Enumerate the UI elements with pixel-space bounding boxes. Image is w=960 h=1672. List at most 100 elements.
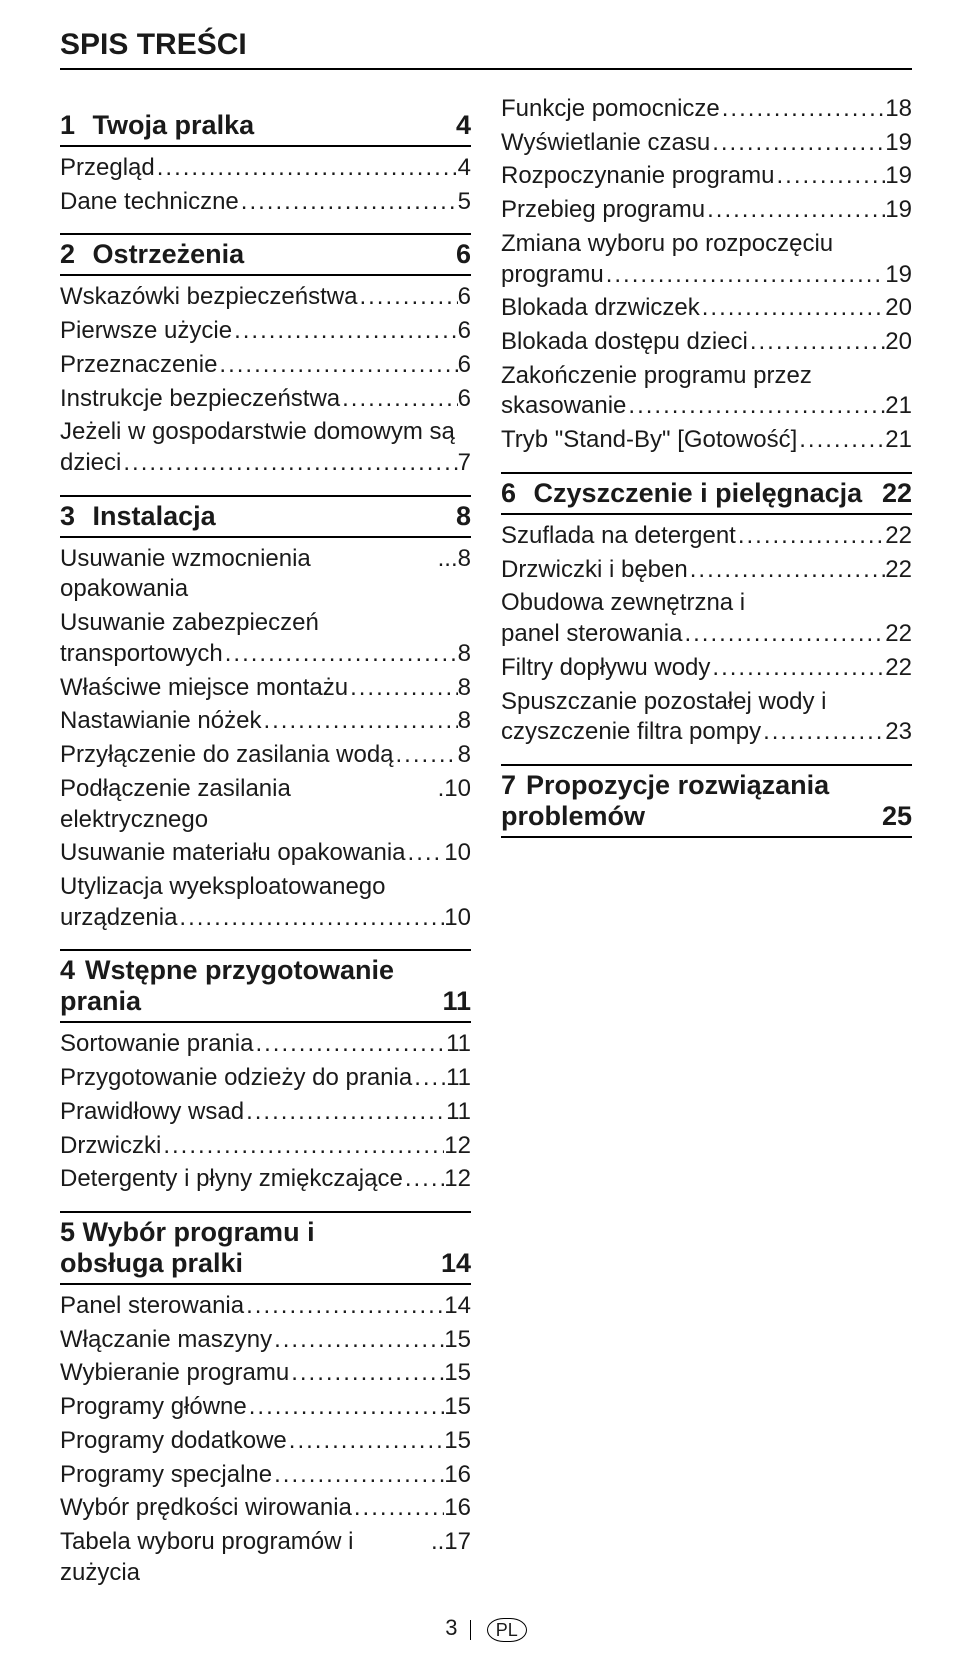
section-5-title: Wybór programu i obsługa pralki <box>60 1217 315 1278</box>
leader-dots: ........................................… <box>272 1460 444 1491</box>
toc-entry-label: Dane techniczne <box>60 187 239 218</box>
toc-entry-page: 8 <box>458 673 471 704</box>
toc-entry: Funkcje pomocnicze......................… <box>501 94 912 125</box>
section-1-number: 1 <box>60 110 75 140</box>
toc-entry-page: 20 <box>885 293 912 324</box>
toc-entry-label: Spuszczanie pozostałej wody i <box>501 687 912 718</box>
toc-entry-label: Instrukcje bezpieczeństwa <box>60 384 340 415</box>
leader-dots: ........................................… <box>394 740 458 771</box>
toc-entry-page: 8 <box>458 740 471 771</box>
section-heading-2: 2 Ostrzeżenia 6 <box>60 233 471 276</box>
toc-entry-page: 22 <box>885 619 912 650</box>
toc-entry-label: Programy specjalne <box>60 1460 272 1491</box>
toc-entry: Prawidłowy wsad.........................… <box>60 1097 471 1128</box>
section-4-title: Wstępne przygotowanie prania <box>60 955 394 1016</box>
section-heading-6: 6 Czyszczenie i pielęgnacja 22 <box>501 472 912 515</box>
toc-entry-label: Wyświetlanie czasu <box>501 128 710 159</box>
section-3-title: Instalacja <box>93 501 216 531</box>
leader-dots: ........................................… <box>239 187 458 218</box>
toc-entry-page: 8 <box>458 706 471 737</box>
leader-dots: ........................................… <box>177 903 444 934</box>
toc-entry: Szuflada na detergent...................… <box>501 521 912 552</box>
leader-dots: ........................................… <box>748 327 885 358</box>
leader-dots: ........................................… <box>406 838 445 869</box>
section-4-number: 4 <box>60 955 75 985</box>
toc-entry-label: dzieci <box>60 448 121 479</box>
toc-entry: Drzwiczki...............................… <box>60 1131 471 1162</box>
toc-entry-page: 8 <box>458 639 471 670</box>
leader-dots: ........................................… <box>244 1291 444 1322</box>
toc-entry-page: 19 <box>885 128 912 159</box>
toc-entry-label: czyszczenie filtra pompy <box>501 717 761 748</box>
toc-entry-page: 21 <box>885 425 912 456</box>
toc-entry-label: Tryb "Stand-By" [Gotowość] <box>501 425 797 456</box>
section-3-number: 3 <box>60 501 75 531</box>
toc-entry-label: Szuflada na detergent <box>501 521 736 552</box>
section-2-title: Ostrzeżenia <box>93 239 245 269</box>
leader-dots: ........................................… <box>244 1097 446 1128</box>
section-heading-7: 7Propozycje rozwiązania problemów 25 <box>501 764 912 838</box>
toc-entry-page: 23 <box>885 717 912 748</box>
toc-entry-page: 10 <box>444 903 471 934</box>
toc-entry: Przegląd................................… <box>60 153 471 184</box>
toc-entry-label: Filtry dopływu wody <box>501 653 710 684</box>
toc-entry-label: Blokada drzwiczek <box>501 293 700 324</box>
section-heading-1: 1 Twoja pralka 4 <box>60 106 471 147</box>
toc-entry-label: Przeznaczenie <box>60 350 217 381</box>
section-5-page: 14 <box>441 1248 471 1279</box>
toc-entry: Rozpoczynanie programu..................… <box>501 161 912 192</box>
section-2-page: 6 <box>456 239 471 270</box>
leader-dots: ........................................… <box>710 128 885 159</box>
toc-entry-label: Blokada dostępu dzieci <box>501 327 748 358</box>
leader-dots: ........................................… <box>232 316 458 347</box>
toc-entry-label: Przygotowanie odzieży do prania <box>60 1063 412 1094</box>
leader-dots: ........................................… <box>261 706 457 737</box>
toc-entry: Drzwiczki i bęben.......................… <box>501 555 912 586</box>
section-heading-5: 5 Wybór programu i obsługa pralki 14 <box>60 1211 471 1285</box>
leader-dots: ........................................… <box>736 521 885 552</box>
leader-dots: ........................................… <box>403 1164 444 1195</box>
toc-entry-label: Wybór prędkości wirowania <box>60 1493 352 1524</box>
toc-entry-page: 20 <box>885 327 912 358</box>
toc-entry: Panel sterowania........................… <box>60 1291 471 1322</box>
leader-dots: ........................................… <box>340 384 458 415</box>
toc-entry: Wskazówki bezpieczeństwa................… <box>60 282 471 313</box>
leader-dots: ........................................… <box>348 673 458 704</box>
leader-dots: ........................................… <box>705 195 885 226</box>
toc-entry: Wyświetlanie czasu......................… <box>501 128 912 159</box>
toc-entry-label: Usuwanie wzmocnienia opakowania <box>60 544 438 605</box>
toc-entry-label: Panel sterowania <box>60 1291 244 1322</box>
toc-entry-page: 15 <box>444 1325 471 1356</box>
leader-dots: ........................................… <box>626 391 885 422</box>
left-column: 1 Twoja pralka 4 Przegląd...............… <box>60 90 471 1591</box>
section-1-page: 4 <box>456 110 471 141</box>
toc-entry: Blokada dostępu dzieci..................… <box>501 327 912 358</box>
toc-entry: Sortowanie prania.......................… <box>60 1029 471 1060</box>
toc-entry-page: 19 <box>885 195 912 226</box>
toc-entry-label: Zakończenie programu przez <box>501 361 912 392</box>
toc-entry-page: 15 <box>444 1358 471 1389</box>
toc-entry-label: Wskazówki bezpieczeństwa <box>60 282 357 313</box>
toc-entry-page: 5 <box>458 187 471 218</box>
toc-entry-label: Tabela wyboru programów i zużycia <box>60 1527 431 1588</box>
footer-page-number: 3 <box>445 1615 457 1640</box>
toc-entry: Instrukcje bezpieczeństwa...............… <box>60 384 471 415</box>
toc-entry-page: 21 <box>885 391 912 422</box>
toc-entry-label: Podłączenie zasilania elektrycznego <box>60 774 438 835</box>
toc-entry-page: 12 <box>444 1131 471 1162</box>
section-1-title: Twoja pralka <box>93 110 255 140</box>
toc-entry: Przeznaczenie...........................… <box>60 350 471 381</box>
toc-entry-page: 22 <box>885 521 912 552</box>
toc-entry-label: Wybieranie programu <box>60 1358 289 1389</box>
toc-entry-label: Obudowa zewnętrzna i <box>501 588 912 619</box>
toc-entry-label: Detergenty i płyny zmiękczające <box>60 1164 403 1195</box>
toc-entry: Filtry dopływu wody.....................… <box>501 653 912 684</box>
toc-entry: Programy specjalne......................… <box>60 1460 471 1491</box>
toc-entry: Przygotowanie odzieży do prania.........… <box>60 1063 471 1094</box>
toc-entry: Spuszczanie pozostałej wody iczyszczenie… <box>501 687 912 748</box>
toc-entry-label: urządzenia <box>60 903 177 934</box>
toc-entry: Właściwe miejsce montażu................… <box>60 673 471 704</box>
toc-entry: Włączanie maszyny.......................… <box>60 1325 471 1356</box>
toc-entry: Przebieg programu.......................… <box>501 195 912 226</box>
section-2-number: 2 <box>60 239 75 269</box>
